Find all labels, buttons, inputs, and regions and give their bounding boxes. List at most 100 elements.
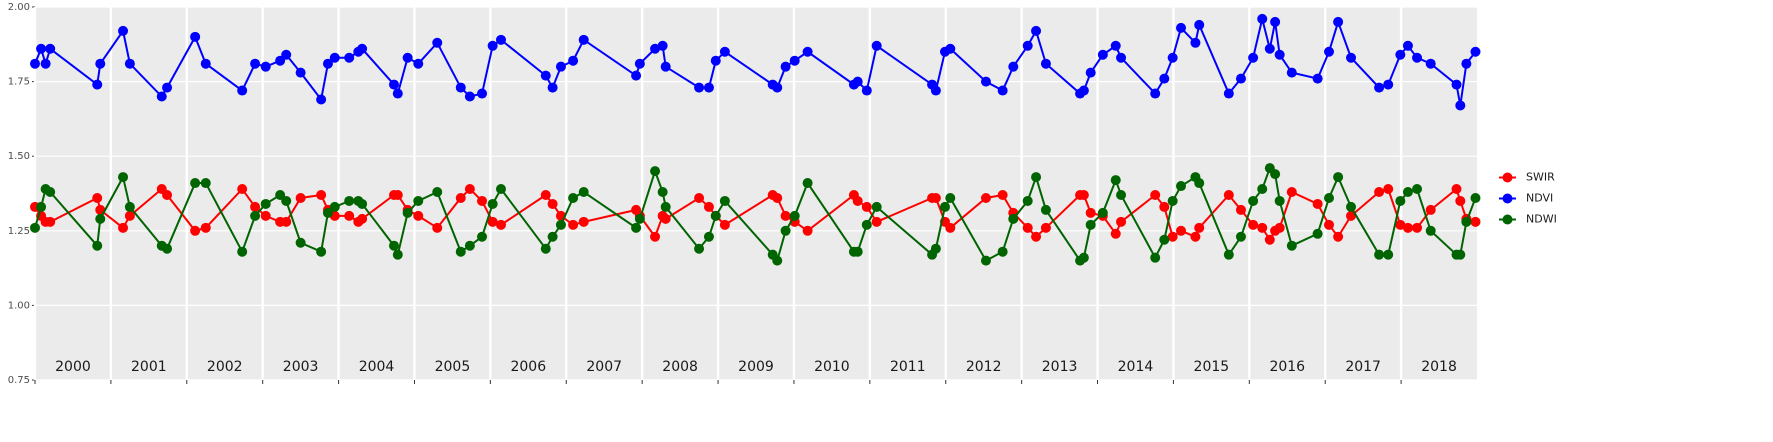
data-point <box>631 70 642 81</box>
legend: SWIR NDVI NDWI <box>1499 171 1557 226</box>
data-point <box>1176 181 1187 192</box>
data-point <box>30 58 40 69</box>
data-point <box>344 195 355 206</box>
data-point <box>1286 67 1297 78</box>
data-point <box>1395 219 1406 230</box>
data-point <box>1022 40 1033 51</box>
data-point <box>980 76 991 87</box>
data-point <box>1040 58 1051 69</box>
data-point <box>162 243 173 254</box>
x-tick-label: 2017 <box>1345 359 1381 375</box>
data-point <box>852 195 863 206</box>
data-point <box>1383 184 1394 195</box>
data-point <box>930 243 941 254</box>
y-tick-label: 0.75 <box>8 375 30 386</box>
data-point <box>772 255 783 266</box>
data-point <box>124 58 135 69</box>
data-point <box>1116 216 1127 227</box>
data-point <box>871 40 882 51</box>
data-point <box>861 201 872 212</box>
data-point <box>547 198 558 209</box>
data-point <box>1248 195 1259 206</box>
x-tick-label: 2000 <box>55 359 91 375</box>
data-point <box>190 225 201 236</box>
data-point <box>1257 184 1268 195</box>
data-point <box>980 192 991 203</box>
data-point <box>1040 222 1051 233</box>
data-point <box>945 192 956 203</box>
data-point <box>1078 189 1089 200</box>
data-point <box>1286 240 1297 251</box>
data-point <box>861 219 872 230</box>
legend-marker <box>1502 172 1513 183</box>
data-point <box>392 249 403 260</box>
y-tick-label: 1.75 <box>8 77 30 88</box>
panel <box>35 7 1477 380</box>
data-point <box>719 219 730 230</box>
data-point <box>1159 234 1170 245</box>
data-point <box>660 213 671 224</box>
data-point <box>852 246 863 257</box>
data-point <box>694 243 705 254</box>
data-point <box>190 178 201 189</box>
data-point <box>1176 22 1187 33</box>
data-point <box>92 79 103 90</box>
data-point <box>344 210 355 221</box>
data-point <box>780 210 791 221</box>
data-point <box>660 201 671 212</box>
data-point <box>1425 204 1436 215</box>
data-point <box>719 46 730 57</box>
data-point <box>1374 187 1385 198</box>
data-point <box>413 58 424 69</box>
data-point <box>1235 231 1246 242</box>
data-point <box>540 243 551 254</box>
legend-label: NDVI <box>1526 192 1553 205</box>
x-tick-label: 2014 <box>1118 359 1154 375</box>
data-point <box>357 213 368 224</box>
y-tick-label: 1.50 <box>8 151 30 162</box>
data-point <box>1324 192 1335 203</box>
x-tick-label: 2001 <box>131 359 167 375</box>
data-point <box>1150 189 1161 200</box>
data-point <box>1116 52 1127 63</box>
data-point <box>344 52 355 63</box>
x-tick-label: 2016 <box>1269 359 1305 375</box>
data-point <box>1395 195 1406 206</box>
data-point <box>547 231 558 242</box>
data-point <box>1085 219 1096 230</box>
data-point <box>1116 189 1127 200</box>
data-point <box>118 222 129 233</box>
data-point <box>719 195 730 206</box>
data-point <box>1097 49 1108 60</box>
data-point <box>487 216 498 227</box>
data-point <box>1159 201 1170 212</box>
data-point <box>871 216 882 227</box>
data-point <box>1008 61 1019 72</box>
data-point <box>772 82 783 93</box>
data-point <box>1402 187 1413 198</box>
data-point <box>703 231 714 242</box>
data-point <box>1425 58 1436 69</box>
data-point <box>1312 228 1323 239</box>
data-point <box>322 207 333 218</box>
data-point <box>95 58 106 69</box>
data-point <box>710 210 721 221</box>
data-point <box>250 58 261 69</box>
data-point <box>388 79 399 90</box>
data-point <box>1110 175 1121 186</box>
data-point <box>547 82 558 93</box>
data-point <box>789 55 800 66</box>
data-point <box>495 34 506 45</box>
data-point <box>997 246 1008 257</box>
data-point <box>1223 249 1234 260</box>
data-point <box>1031 25 1042 36</box>
data-point <box>260 198 271 209</box>
data-point <box>650 231 661 242</box>
data-point <box>939 201 950 212</box>
data-point <box>162 189 173 200</box>
data-point <box>650 43 661 54</box>
data-point <box>945 222 956 233</box>
data-point <box>250 201 261 212</box>
data-point <box>237 85 248 96</box>
data-point <box>634 213 645 224</box>
